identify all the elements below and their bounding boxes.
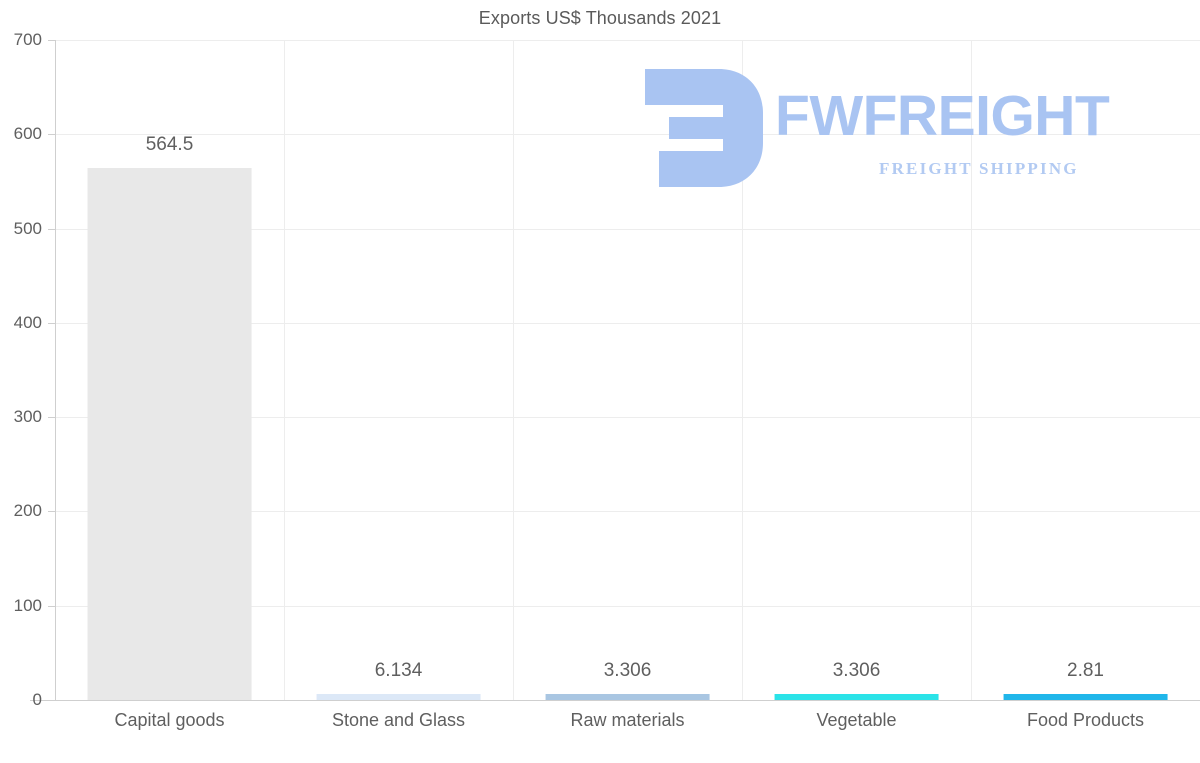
gridline-vertical: [284, 40, 285, 700]
y-axis-tick-mark: [48, 228, 55, 230]
y-axis-line: [55, 40, 56, 701]
y-axis-tick-label: 500: [13, 218, 42, 238]
y-axis-tick-mark: [48, 40, 55, 41]
gridline-horizontal: [55, 605, 1200, 607]
x-axis-category-label: Capital goods: [114, 710, 225, 730]
bar-band: 2.81: [971, 40, 1200, 700]
y-axis-tick-label: 400: [13, 312, 42, 332]
bar-band: 3.306: [742, 40, 971, 700]
bar[interactable]: [316, 694, 481, 700]
x-axis-category-label: Stone and Glass: [331, 710, 466, 730]
y-axis-tick-mark: [48, 322, 55, 324]
bar-value-label: 564.5: [145, 133, 194, 155]
y-axis-tick-mark: [48, 417, 55, 419]
bar-band: 3.306: [513, 40, 742, 700]
bar[interactable]: [1003, 694, 1168, 700]
y-axis-tick-label: 600: [13, 124, 42, 144]
y-axis-tick-mark: [48, 134, 55, 136]
bar[interactable]: [87, 167, 252, 700]
x-axis-category-label: Raw materials: [570, 710, 685, 730]
gridline-horizontal: [55, 322, 1200, 324]
gridline-horizontal: [55, 228, 1200, 230]
y-axis-tick-label: 0: [32, 690, 42, 709]
gridline-vertical: [971, 40, 972, 700]
y-axis-tick-label: 700: [13, 30, 42, 49]
bar[interactable]: [774, 694, 939, 700]
x-axis-category-label: Food Products: [1026, 710, 1145, 730]
bar-band: 564.5: [55, 40, 284, 700]
gridline-horizontal: [55, 40, 1200, 41]
bar-value-label: 6.134: [374, 660, 423, 681]
x-axis-labels: Capital goods Stone and Glass Raw material…: [55, 710, 1200, 750]
bar[interactable]: [545, 694, 710, 700]
y-axis-tick-label: 100: [13, 595, 42, 615]
y-axis-tick-mark: [48, 700, 55, 701]
bar-value-label: 3.306: [603, 660, 652, 681]
gridline-horizontal: [55, 511, 1200, 513]
gridline-vertical: [513, 40, 514, 700]
y-axis-tick-label: 200: [13, 501, 42, 521]
bars-layer: 564.5 6.134 3.306 3.306 2.81: [55, 40, 1200, 700]
x-axis-line: [30, 700, 1200, 701]
bar-value-label: 3.306: [832, 660, 881, 681]
y-axis-tick-mark: [48, 605, 55, 607]
bar-value-label: 2.81: [1067, 660, 1104, 681]
chart-title: Exports US$ Thousands 2021: [478, 8, 722, 28]
gridline-horizontal: [55, 134, 1200, 136]
x-axis-category-label: Vegetable: [816, 710, 897, 730]
y-axis-tick-mark: [48, 511, 55, 513]
gridline-vertical: [742, 40, 743, 700]
gridline-horizontal: [55, 417, 1200, 419]
y-axis-tick-label: 300: [13, 407, 42, 427]
bar-band: 6.134: [284, 40, 513, 700]
